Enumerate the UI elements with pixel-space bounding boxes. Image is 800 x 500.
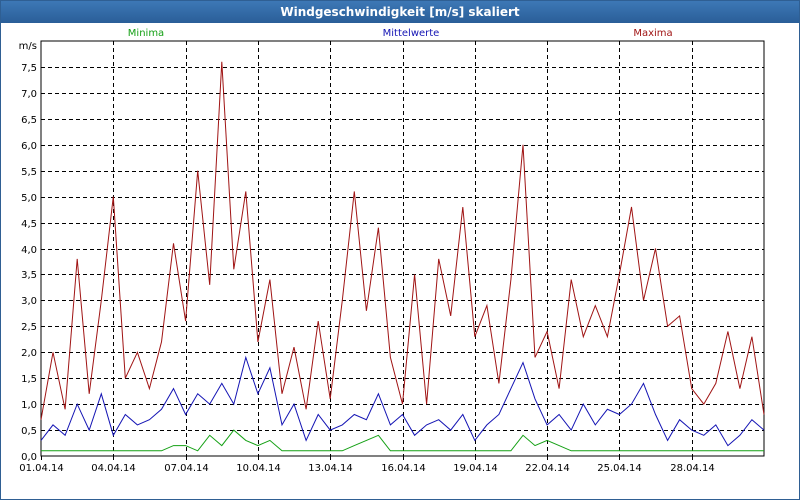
chart-canvas: 0,0 0,5 1,0 1,5 2,0 2,5 3,0 3,5 4,0 4,5 5,0 5,5 6,0 6…	[19, 28, 765, 474]
y-tick-label: 2,5	[21, 322, 37, 333]
x-tick-label: 16.04.14	[381, 463, 426, 474]
legend-minima: Minima	[128, 28, 164, 39]
y-tick-label: 5,0	[21, 193, 37, 204]
window-title: Windgeschwindigkeit [m/s] skaliert	[1, 1, 799, 23]
series-line-mittelwerte	[40, 355, 765, 447]
y-tick-label: 7,0	[21, 89, 37, 100]
x-tick-label: 25.04.14	[597, 463, 642, 474]
y-tick-label: 1,5	[21, 374, 37, 385]
y-axis-label: m/s	[19, 41, 37, 52]
y-tick-label: 4,0	[21, 245, 37, 256]
x-tick-label: 19.04.14	[453, 463, 498, 474]
x-tick-label: 28.04.14	[670, 463, 715, 474]
y-tick-label: 1,0	[21, 400, 37, 411]
x-tick-label: 07.04.14	[164, 463, 209, 474]
y-tick-label: 0,0	[21, 452, 37, 463]
x-tick-label: 04.04.14	[91, 463, 136, 474]
y-tick-label: 4,5	[21, 219, 37, 230]
y-tick-label: 7,5	[21, 63, 37, 74]
plot-frame	[40, 40, 765, 457]
y-tick-label: 2,0	[21, 348, 37, 359]
x-tick-label: 13.04.14	[308, 463, 353, 474]
y-tick-label: 5,5	[21, 167, 37, 178]
y-tick-label: 3,0	[21, 296, 37, 307]
y-tick-label: 0,5	[21, 426, 37, 437]
x-tick-label: 22.04.14	[525, 463, 570, 474]
y-tick-label: 3,5	[21, 270, 37, 281]
y-tick-label: 6,0	[21, 141, 37, 152]
series-line-maxima	[40, 61, 765, 420]
y-tick-label: 6,5	[21, 115, 37, 126]
x-tick-label: 10.04.14	[236, 463, 281, 474]
series-line-minima	[41, 429, 764, 452]
legend-maxima: Maxima	[633, 28, 672, 39]
x-tick-label: 01.04.14	[19, 463, 64, 474]
legend-mittelwerte: Mittelwerte	[383, 28, 440, 39]
